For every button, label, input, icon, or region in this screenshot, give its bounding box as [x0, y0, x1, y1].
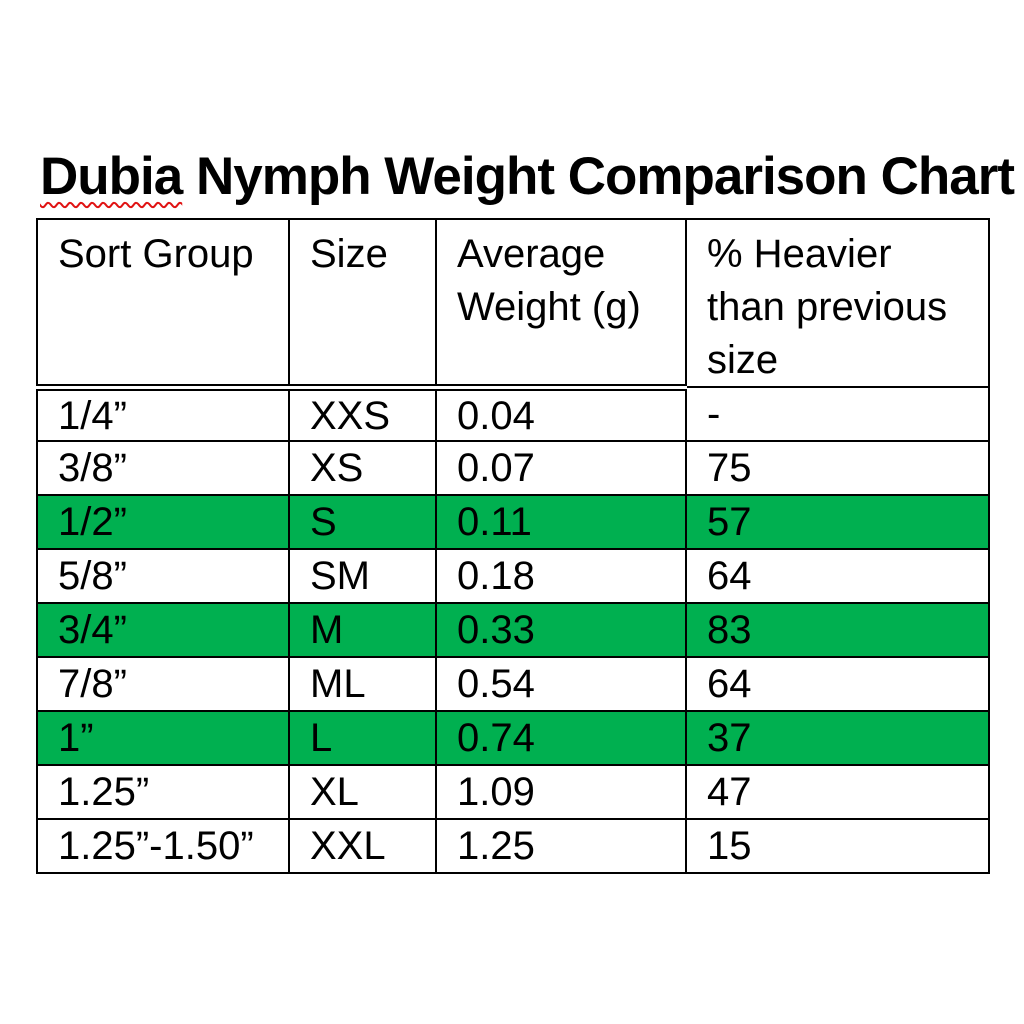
cell-size: XS	[288, 440, 437, 497]
cell-sort-group: 1”	[36, 710, 290, 767]
cell-sort-group: 7/8”	[36, 656, 290, 713]
cell-percent-heavier: 64	[685, 656, 990, 713]
table-row: 3/4” M 0.33 83	[36, 602, 990, 659]
header-row: Sort Group Size Average Weight (g) % Hea…	[36, 217, 990, 391]
cell-size: ML	[288, 656, 437, 713]
col-header-average-weight: Average Weight (g)	[435, 217, 687, 391]
cell-percent-heavier: 64	[685, 548, 990, 605]
cell-percent-heavier: 37	[685, 710, 990, 767]
cell-sort-group: 5/8”	[36, 548, 290, 605]
cell-size: XL	[288, 764, 437, 821]
col-header-sort-group: Sort Group	[36, 217, 290, 391]
cell-size: XXS	[288, 386, 437, 443]
table-row: 1.25” XL 1.09 47	[36, 764, 990, 821]
cell-size: SM	[288, 548, 437, 605]
misspelled-word-dubia: Dubia	[40, 146, 183, 206]
col-header-size: Size	[288, 217, 437, 391]
cell-size: XXL	[288, 818, 437, 875]
table-row: 1” L 0.74 37	[36, 710, 990, 767]
cell-average-weight: 1.25	[435, 818, 687, 875]
cell-average-weight: 0.54	[435, 656, 687, 713]
table-row: 1.25”-1.50” XXL 1.25 15	[36, 818, 990, 875]
cell-sort-group: 1/4”	[36, 386, 290, 443]
table-row: 1/4” XXS 0.04 -	[36, 386, 990, 443]
cell-percent-heavier: 15	[685, 818, 990, 875]
cell-percent-heavier: 57	[685, 494, 990, 551]
cell-average-weight: 0.18	[435, 548, 687, 605]
cell-size: L	[288, 710, 437, 767]
page-title: Dubia Nymph Weight Comparison Chart	[40, 146, 1015, 206]
cell-percent-heavier: 75	[685, 440, 990, 497]
table-row: 1/2” S 0.11 57	[36, 494, 990, 551]
cell-average-weight: 0.07	[435, 440, 687, 497]
table-row: 7/8” ML 0.54 64	[36, 656, 990, 713]
table-row: 3/8” XS 0.07 75	[36, 440, 990, 497]
cell-percent-heavier: 47	[685, 764, 990, 821]
weight-comparison-table: Sort Group Size Average Weight (g) % Hea…	[36, 217, 990, 875]
cell-size: M	[288, 602, 437, 659]
cell-average-weight: 0.11	[435, 494, 687, 551]
col-header-percent-heavier: % Heavier than previous size	[685, 217, 990, 389]
cell-average-weight: 0.74	[435, 710, 687, 767]
cell-average-weight: 0.04	[435, 386, 687, 443]
page-title-rest: Nymph Weight Comparison Chart	[182, 146, 1015, 206]
cell-sort-group: 3/8”	[36, 440, 290, 497]
table-row: 5/8” SM 0.18 64	[36, 548, 990, 605]
cell-sort-group: 1.25”	[36, 764, 290, 821]
cell-sort-group: 1.25”-1.50”	[36, 818, 290, 875]
cell-size: S	[288, 494, 437, 551]
cell-sort-group: 1/2”	[36, 494, 290, 551]
cell-sort-group: 3/4”	[36, 602, 290, 659]
cell-percent-heavier: 83	[685, 602, 990, 659]
cell-percent-heavier: -	[685, 386, 990, 443]
cell-average-weight: 1.09	[435, 764, 687, 821]
cell-average-weight: 0.33	[435, 602, 687, 659]
